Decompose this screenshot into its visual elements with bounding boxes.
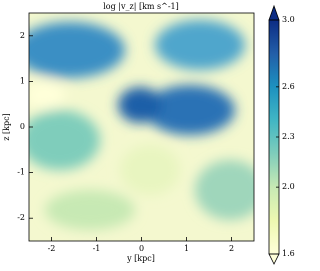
y-tick-label: 2 bbox=[20, 31, 25, 40]
y-axis-label: z [kpc] bbox=[2, 113, 11, 140]
x-tick-label: 2 bbox=[229, 244, 234, 253]
x-tick-label: -1 bbox=[93, 244, 101, 253]
colorbar bbox=[269, 20, 279, 254]
chart: log |v_z| [km s^-1] y [kpc] z [kpc] -2 -1… bbox=[2, 2, 295, 265]
colorbar-extend-bottom bbox=[268, 253, 280, 265]
y-tick-label: 1 bbox=[20, 76, 25, 85]
y-tick-label: -2 bbox=[17, 213, 25, 222]
colorbar-tick-label: 2.3 bbox=[282, 132, 295, 141]
colorbar-tick-label: 1.6 bbox=[282, 249, 295, 258]
colorbar-tick-label: 2.6 bbox=[282, 82, 295, 91]
colorbar-tick-label: 2.0 bbox=[282, 182, 295, 191]
x-axis-label: y [kpc] bbox=[126, 254, 155, 263]
x-tick-label: 0 bbox=[139, 244, 144, 253]
chart-title: log |v_z| [km s^-1] bbox=[103, 2, 179, 11]
y-tick-label: -1 bbox=[17, 168, 25, 177]
y-tick-label: 0 bbox=[20, 122, 25, 131]
x-tick-label: -2 bbox=[48, 244, 56, 253]
field-image bbox=[29, 13, 254, 241]
colorbar-extend-top bbox=[268, 4, 280, 21]
colorbar-tick-label: 3.0 bbox=[282, 15, 295, 24]
x-tick-label: 1 bbox=[184, 244, 189, 253]
